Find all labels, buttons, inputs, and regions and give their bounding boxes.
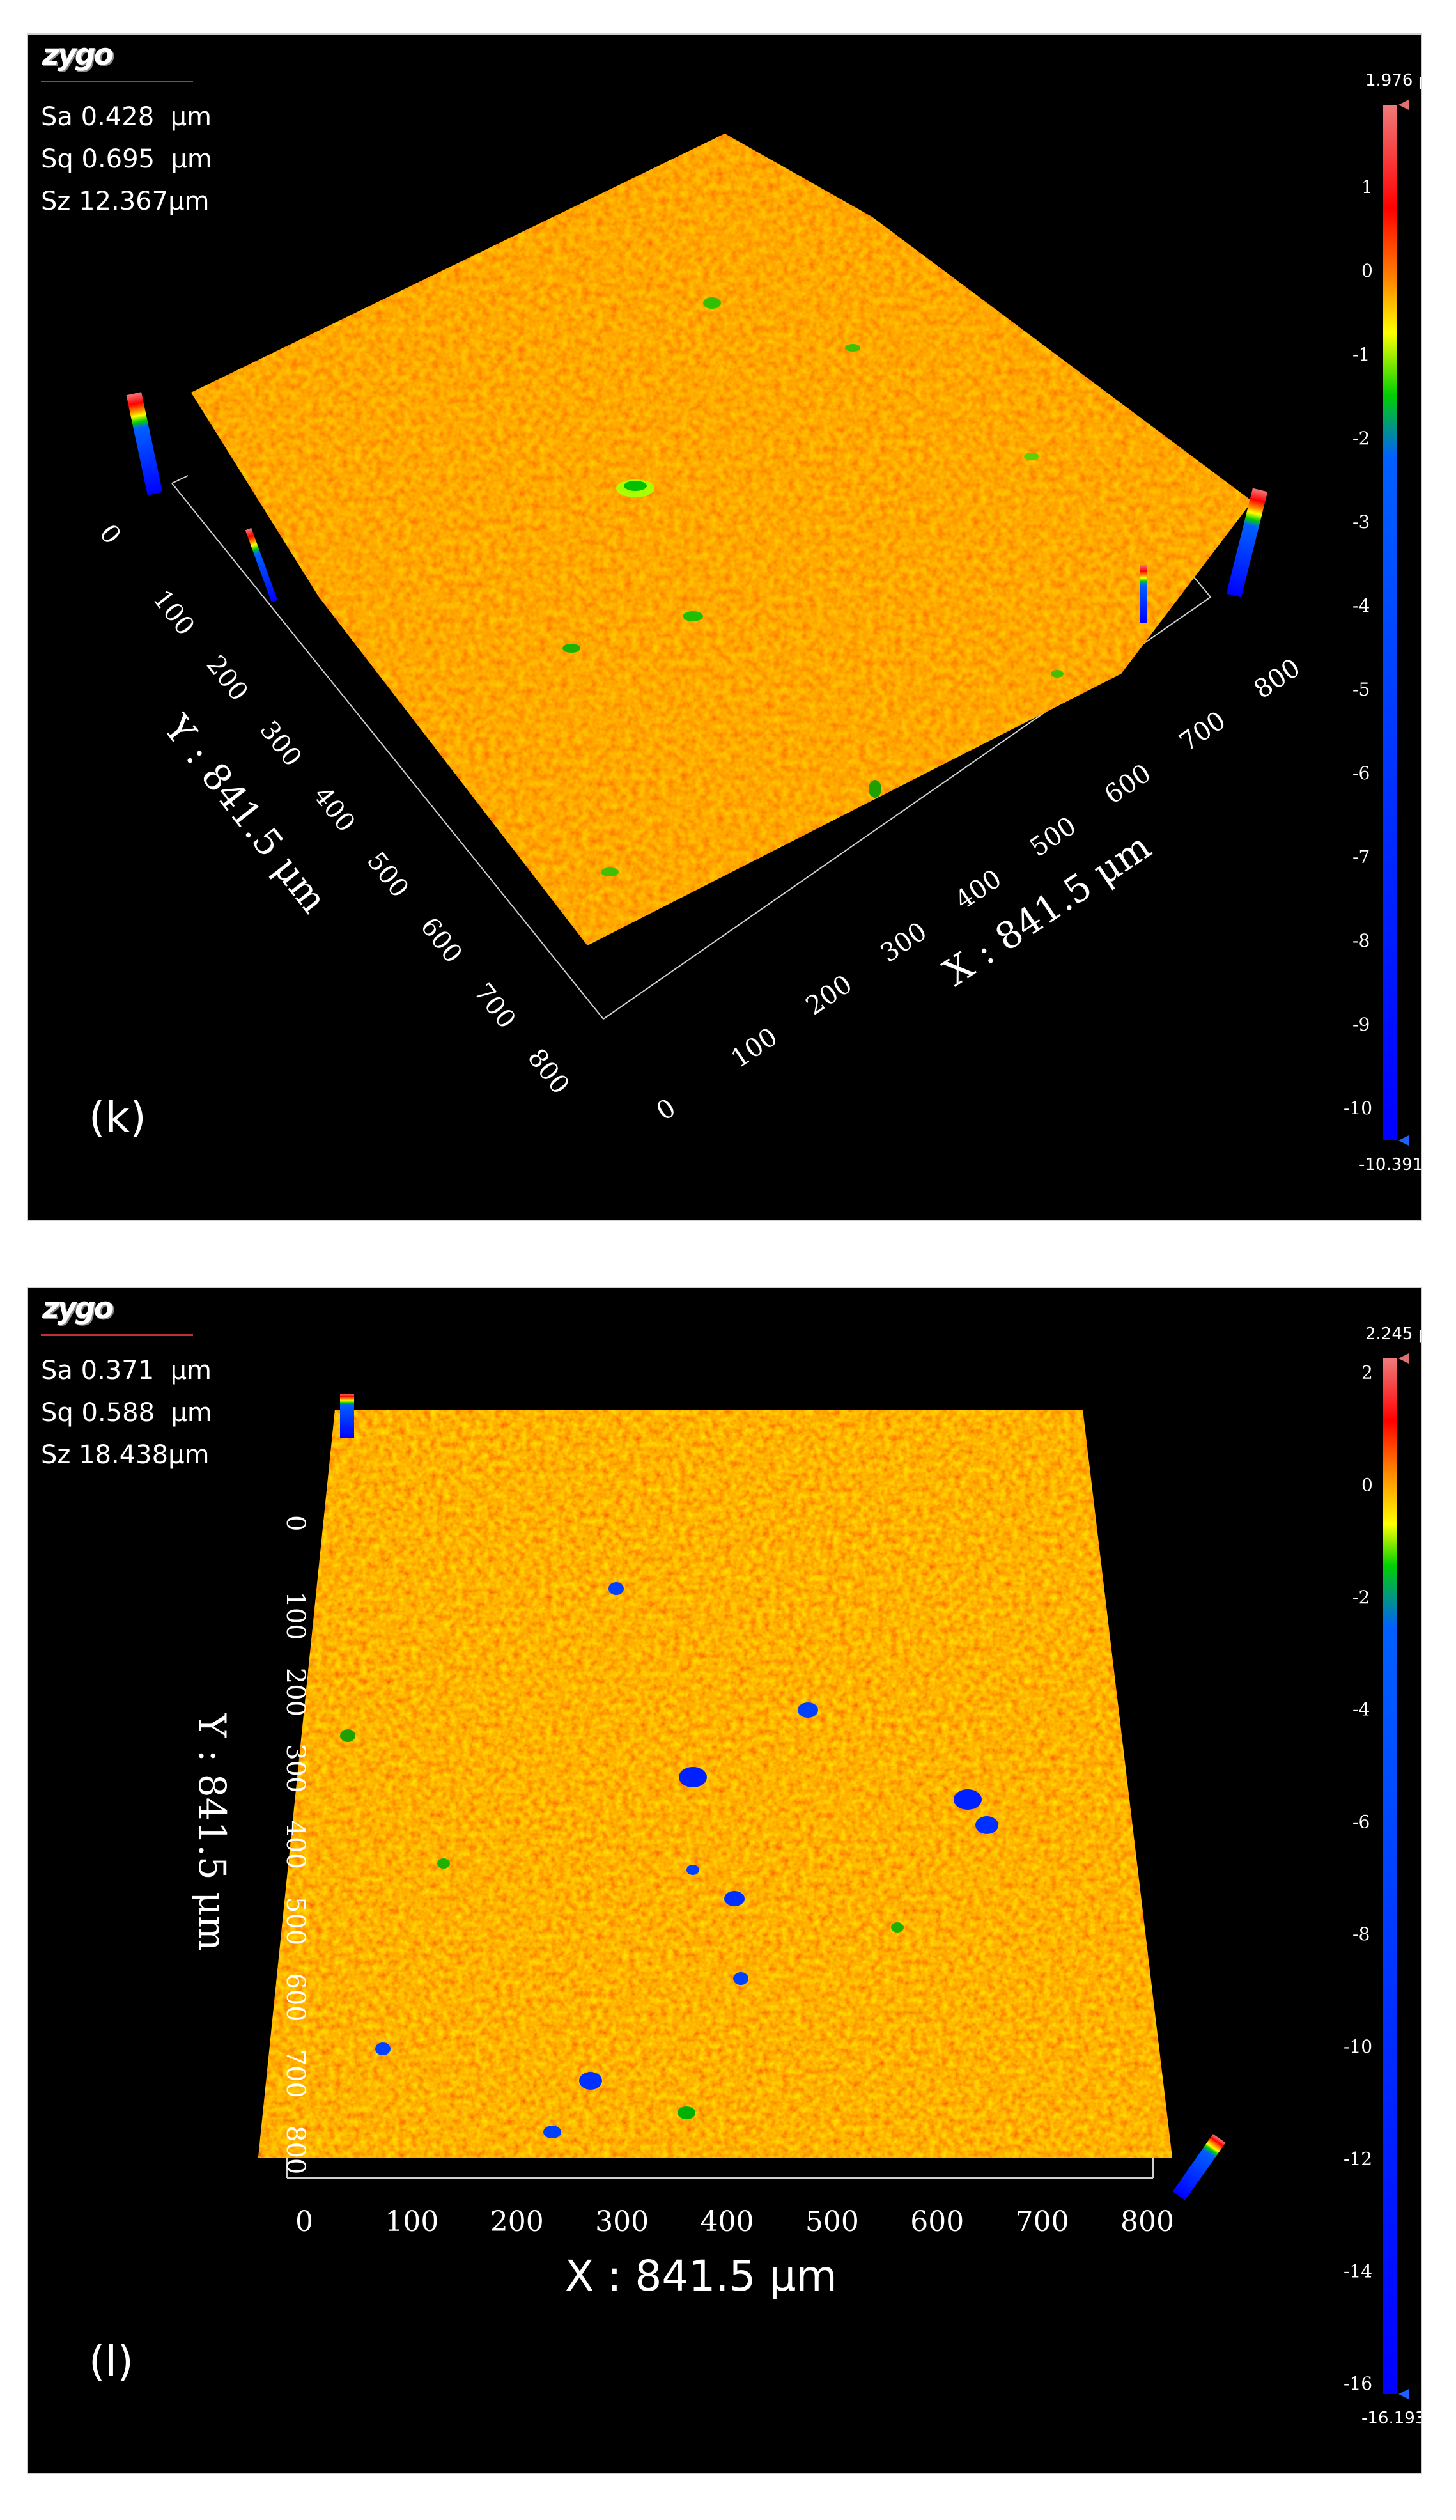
stat-sa: Sa 0.428 μm bbox=[41, 102, 212, 132]
x-tick-label: 100 bbox=[385, 2205, 438, 2238]
scale-tick-label: -2 bbox=[1352, 1587, 1370, 1608]
scale-tick-label: -6 bbox=[1352, 1811, 1370, 1832]
scale-tick-label: -9 bbox=[1352, 1014, 1370, 1035]
x-tick-label: 600 bbox=[910, 2205, 964, 2238]
x-tick-label: 800 bbox=[1120, 2205, 1174, 2238]
x-tick-label: 400 bbox=[950, 864, 1007, 915]
x-tick-label: 100 bbox=[726, 1022, 783, 1074]
scale-tick-label: -16 bbox=[1344, 2373, 1372, 2394]
stat-sq: Sq 0.695 μm bbox=[41, 144, 212, 174]
colorbar-k bbox=[1383, 105, 1397, 1140]
y-tick-label: 0 bbox=[93, 519, 127, 550]
stat-sq: Sq 0.588 μm bbox=[41, 1398, 212, 1427]
y-tick-label: 0 bbox=[281, 1515, 310, 1531]
colorbar-l bbox=[1383, 1358, 1397, 2394]
x-tick-label: 600 bbox=[1099, 758, 1156, 810]
y-tick-label: 200 bbox=[281, 1668, 310, 1716]
profilometry-panel-k: zygo Sa 0.428 μm Sq 0.695 μm Sz 12.367μm bbox=[27, 33, 1422, 1221]
x-axis-ticks-l: 0 100 200 300 400 500 600 700 800 bbox=[295, 2205, 1174, 2238]
y-tick-label: 300 bbox=[281, 1744, 310, 1793]
scale-min-l: -16.193 μm bbox=[1361, 2409, 1422, 2428]
x-tick-label: 200 bbox=[490, 2205, 544, 2238]
zygo-logo: zygo bbox=[42, 1291, 114, 1325]
y-tick-label: 200 bbox=[201, 650, 254, 706]
scale-min-k: -10.391 μm bbox=[1359, 1155, 1422, 1174]
scale-tick-label: -7 bbox=[1352, 846, 1370, 867]
x-tick-label: 0 bbox=[295, 2205, 313, 2238]
roughness-stats: Sa 0.371 μm Sq 0.588 μm Sz 18.438μm bbox=[41, 1349, 212, 1476]
x-tick-label: 200 bbox=[801, 969, 858, 1021]
y-axis-title-l: Y : 841.5 μm bbox=[190, 1713, 234, 1951]
scale-tick-label: 0 bbox=[1361, 260, 1373, 281]
stat-sz: Sz 12.367μm bbox=[41, 187, 210, 216]
scale-tick-label: 0 bbox=[1361, 1474, 1373, 1495]
scale-tick-label: -10 bbox=[1344, 1098, 1372, 1119]
scale-ticks-k: 1 0 -1 -2 -3 -4 -5 -6 -7 -8 -9 -10 bbox=[1344, 176, 1373, 1119]
corner-pillars-l bbox=[340, 1394, 1226, 2200]
panel-label-k: (k) bbox=[89, 1093, 146, 1142]
stat-sa: Sa 0.371 μm bbox=[41, 1356, 212, 1385]
y-tick-label: 300 bbox=[254, 715, 307, 772]
logo-underline bbox=[41, 81, 193, 82]
y-tick-label: 400 bbox=[307, 781, 360, 837]
scale-tick-label: -4 bbox=[1352, 595, 1370, 616]
y-tick-label: 700 bbox=[281, 2049, 310, 2098]
logo-underline bbox=[41, 1334, 193, 1336]
color-scale-l: 2.245 μm -16.193 μm 2 0 -2 -4 -6 -8 -10 -12 -14 -… bbox=[1344, 1325, 1422, 2428]
zygo-logo: zygo bbox=[42, 37, 114, 72]
x-axis-title-l: X : 841.5 μm bbox=[565, 2252, 837, 2301]
x-tick-label: 800 bbox=[1249, 653, 1306, 704]
y-tick-label: 600 bbox=[415, 912, 468, 968]
y-tick-label: 500 bbox=[361, 846, 414, 903]
y-tick-label: 800 bbox=[522, 1043, 575, 1100]
surface-pits-l bbox=[340, 1582, 998, 2138]
scale-max-l: 2.245 μm bbox=[1365, 1325, 1422, 1344]
stat-sz: Sz 18.438μm bbox=[41, 1440, 210, 1470]
color-scale-k: 1.976 μm -10.391 μm 1 0 -1 -2 -3 -4 -5 -6 -7 -8 -9… bbox=[1344, 71, 1422, 1174]
scale-tick-label: -2 bbox=[1352, 428, 1370, 449]
scale-tick-label: -5 bbox=[1352, 679, 1370, 700]
scale-tick-label: 1 bbox=[1361, 176, 1373, 198]
scale-tick-label: -1 bbox=[1352, 344, 1370, 365]
scale-tick-label: -8 bbox=[1352, 930, 1370, 951]
panel-label-l: (l) bbox=[89, 2337, 134, 2386]
roughness-stats: Sa 0.428 μm Sq 0.695 μm Sz 12.367μm bbox=[41, 96, 212, 222]
scale-tick-label: -12 bbox=[1344, 2149, 1372, 2170]
x-tick-label: 300 bbox=[875, 917, 932, 968]
x-tick-label: 400 bbox=[701, 2205, 754, 2238]
surface-3d-plot: 0 100 200 300 400 500 600 700 800 0 100 200 300 400 5… bbox=[190, 1325, 1422, 2428]
y-tick-label: 600 bbox=[281, 1973, 310, 2021]
profilometry-panel-l: zygo Sa 0.371 μm Sq 0.588 μm Sz 18.438μm bbox=[27, 1287, 1422, 2474]
x-tick-label: 700 bbox=[1174, 706, 1231, 758]
scale-tick-label: -10 bbox=[1344, 2036, 1372, 2057]
x-tick-label: 700 bbox=[1016, 2205, 1069, 2238]
surface-pits-k bbox=[562, 297, 1064, 876]
scale-tick-label: -4 bbox=[1352, 1699, 1370, 1720]
y-axis-title-k: Y : 841.5 μm bbox=[155, 706, 336, 921]
scale-tick-label: -14 bbox=[1344, 2260, 1372, 2282]
y-tick-label: 800 bbox=[281, 2126, 310, 2174]
x-tick-label: 0 bbox=[651, 1093, 681, 1126]
y-tick-label: 500 bbox=[281, 1897, 310, 1945]
x-tick-label: 300 bbox=[595, 2205, 649, 2238]
scale-tick-label: -8 bbox=[1352, 1924, 1370, 1945]
x-tick-label: 500 bbox=[805, 2205, 859, 2238]
scale-tick-label: 2 bbox=[1361, 1362, 1373, 1383]
scale-max-k: 1.976 μm bbox=[1365, 71, 1422, 90]
x-tick-label: 500 bbox=[1025, 811, 1081, 863]
scale-ticks-l: 2 0 -2 -4 -6 -8 -10 -12 -14 -16 bbox=[1344, 1362, 1373, 2395]
y-tick-label: 100 bbox=[281, 1591, 310, 1640]
y-tick-label: 400 bbox=[281, 1821, 310, 1869]
corner-pillars-k bbox=[126, 392, 1268, 623]
y-tick-label: 700 bbox=[468, 977, 521, 1034]
scale-tick-label: -6 bbox=[1352, 763, 1370, 784]
y-axis-ticks-l: 0 100 200 300 400 500 600 700 800 bbox=[281, 1515, 310, 2174]
scale-tick-label: -3 bbox=[1352, 511, 1370, 533]
y-tick-label: 100 bbox=[147, 584, 200, 641]
